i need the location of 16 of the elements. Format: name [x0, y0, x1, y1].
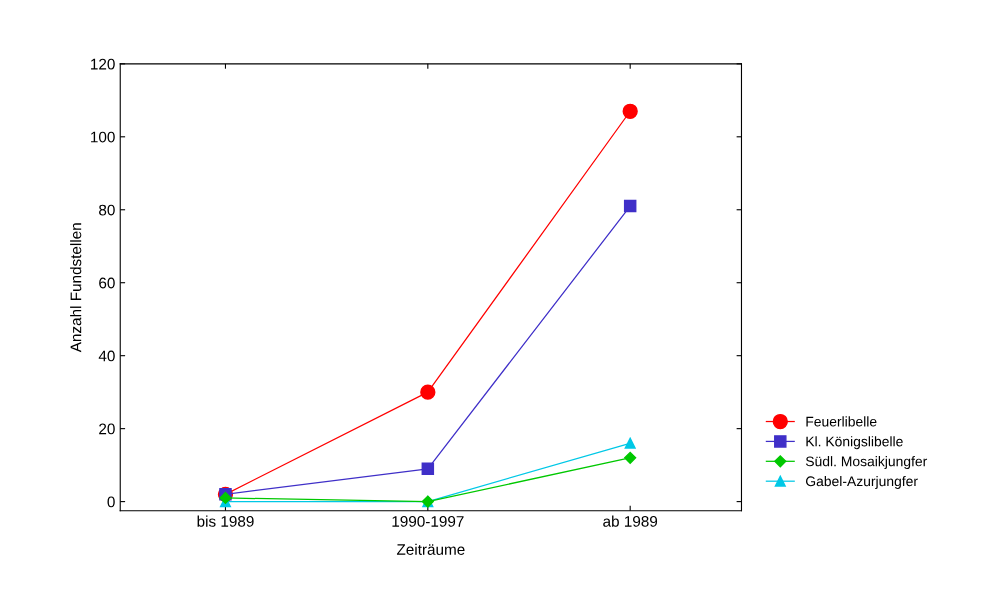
- y-tick-label: 100: [91, 131, 115, 143]
- y-tick-label: 120: [91, 58, 115, 70]
- legend-label: Feuerlibelle: [806, 416, 877, 427]
- y-tick-label: 0: [107, 496, 115, 508]
- legend-label: Südl. Mosaikjungfer: [805, 456, 928, 470]
- y-tick-label: 80: [99, 204, 115, 216]
- x-tick-label: 1990-1997: [392, 515, 464, 527]
- y-tick-label: 60: [99, 277, 115, 289]
- y-tick-label: 40: [98, 350, 115, 362]
- y-tick-label: 20: [99, 423, 115, 435]
- x-tick-label: ab 1989: [603, 515, 658, 527]
- x-axis-title: Zeiträume: [396, 543, 465, 555]
- legend-label: Kl. Königslibelle: [806, 436, 903, 450]
- legend-label: Gabel-Azurjungfer: [805, 475, 918, 489]
- x-tick-label: bis 1989: [197, 515, 254, 527]
- y-axis-title: Anzahl Fundstellen: [70, 223, 82, 353]
